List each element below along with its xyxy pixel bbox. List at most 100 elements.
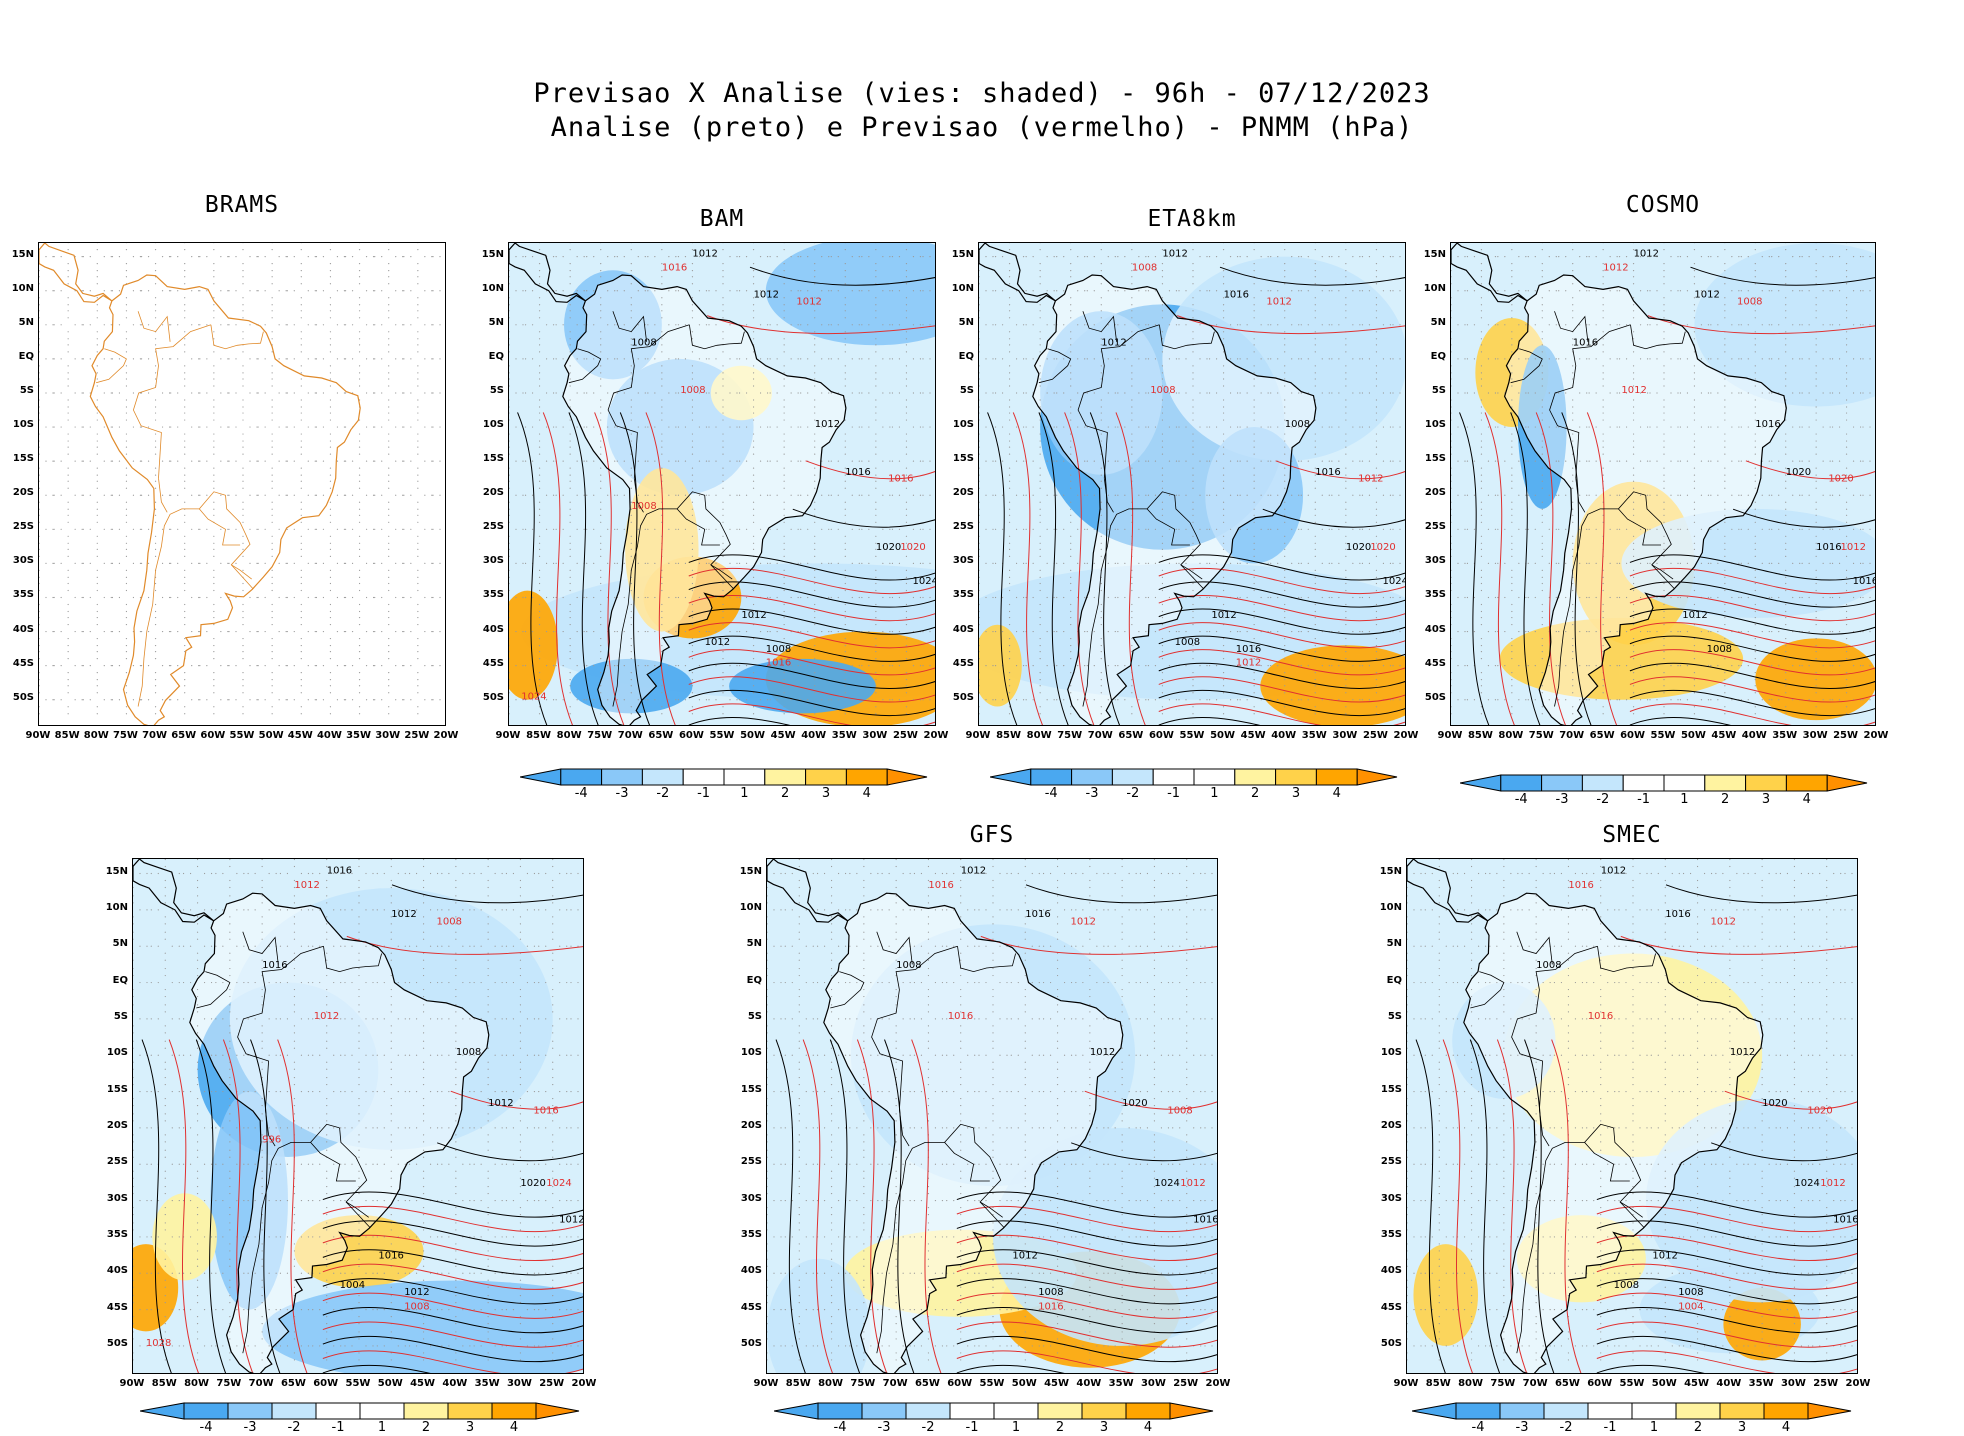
grid-dot [154,685,157,687]
grid-dot [431,392,433,394]
grid-dot [1124,528,1126,530]
grid-dot [1338,426,1340,428]
grid-dot [600,548,602,550]
bias-area [1162,256,1405,462]
grid-dot [228,460,230,462]
grid-dot [1100,317,1102,319]
grid-dot [39,542,40,544]
grid-dot [1070,276,1072,278]
grid-dot [569,651,571,653]
grid-dot [1246,392,1248,394]
grid-dot [1093,562,1095,564]
grid-dot [184,317,186,319]
grid-dot [228,290,230,292]
grid-dot [1307,562,1309,564]
grid-dot [199,392,201,394]
grid-dot [1277,426,1279,428]
grid-dot [661,582,663,585]
grid-dot [509,412,510,414]
grid-dot [882,528,884,530]
grid-dot [1114,324,1116,326]
colorbar-bin [723,768,766,786]
grid-dot [242,365,244,367]
grid-dot [509,276,510,278]
grid-dot [199,596,201,599]
grid-dot [1253,467,1255,469]
grid-dot [538,644,541,647]
grid-dot [1161,474,1164,476]
grid-dot [1131,474,1133,476]
grid-dot [562,665,564,667]
grid-dot [417,679,419,681]
grid-dot [1039,637,1041,640]
grid-dot [271,249,273,251]
grid-dot [1161,623,1164,626]
grid-dot [623,256,625,258]
grid-dot [1307,324,1309,326]
grid-dot [1236,290,1239,292]
grid-dot [1314,372,1316,374]
grid-dot [417,467,419,469]
grid-dot [1222,487,1225,489]
grid-dot [509,582,510,585]
grid-dot [154,338,157,340]
grid-dot [1345,610,1347,613]
grid-dot [538,433,541,435]
grid-dot [538,658,541,660]
grid-dot [82,426,84,428]
grid-dot [242,616,244,619]
lon-tick-label: 55W [229,730,255,741]
grid-dot [53,630,55,633]
grid-dot [752,446,755,448]
grid-dot [979,351,980,353]
grid-dot [905,378,908,380]
grid-dot [600,412,602,414]
grid-dot [1100,658,1102,660]
grid-dot [736,426,738,428]
grid-dot [45,596,47,599]
grid-dot [53,392,55,394]
grid-dot [365,426,368,428]
grid-dot [403,699,405,701]
grid-dot [388,474,390,476]
grid-dot [555,494,557,496]
grid-dot [1359,562,1361,564]
grid-dot [797,630,799,633]
grid-dot [814,535,816,537]
grid-dot [1321,324,1323,326]
grid-dot [388,679,390,681]
grid-dot [417,406,419,408]
lat-tick-label: 10N [11,282,34,294]
lon-tick-label: 85W [526,730,552,741]
grid-dot [752,589,755,592]
grid-dot [125,263,128,265]
grid-dot [661,263,663,265]
grid-dot [1161,508,1164,510]
grid-dot [600,399,602,401]
grid-dot [912,426,915,428]
grid-dot [1284,297,1286,299]
grid-dot [677,358,680,360]
grid-dot [882,699,884,701]
grid-dot [868,290,870,292]
grid-dot [1361,290,1364,292]
grid-dot [515,699,517,701]
grid-dot [344,562,347,564]
grid-dot [1168,630,1171,633]
grid-dot [213,351,215,353]
grid-dot [358,589,361,592]
grid-dot [1178,460,1180,462]
grid-dot [39,310,40,312]
grid-dot [1192,582,1194,585]
grid-dot [403,290,405,292]
colorbar-tick-label: -1 [697,786,711,801]
grid-dot [905,331,908,333]
grid-dot [647,256,649,258]
grid-dot [745,528,748,530]
grid-dot [814,603,816,606]
grid-dot [358,651,361,653]
grid-dot [60,665,62,667]
grid-dot [1284,446,1286,448]
lon-tick-label: 90W [495,730,521,741]
grid-dot [1229,324,1232,326]
